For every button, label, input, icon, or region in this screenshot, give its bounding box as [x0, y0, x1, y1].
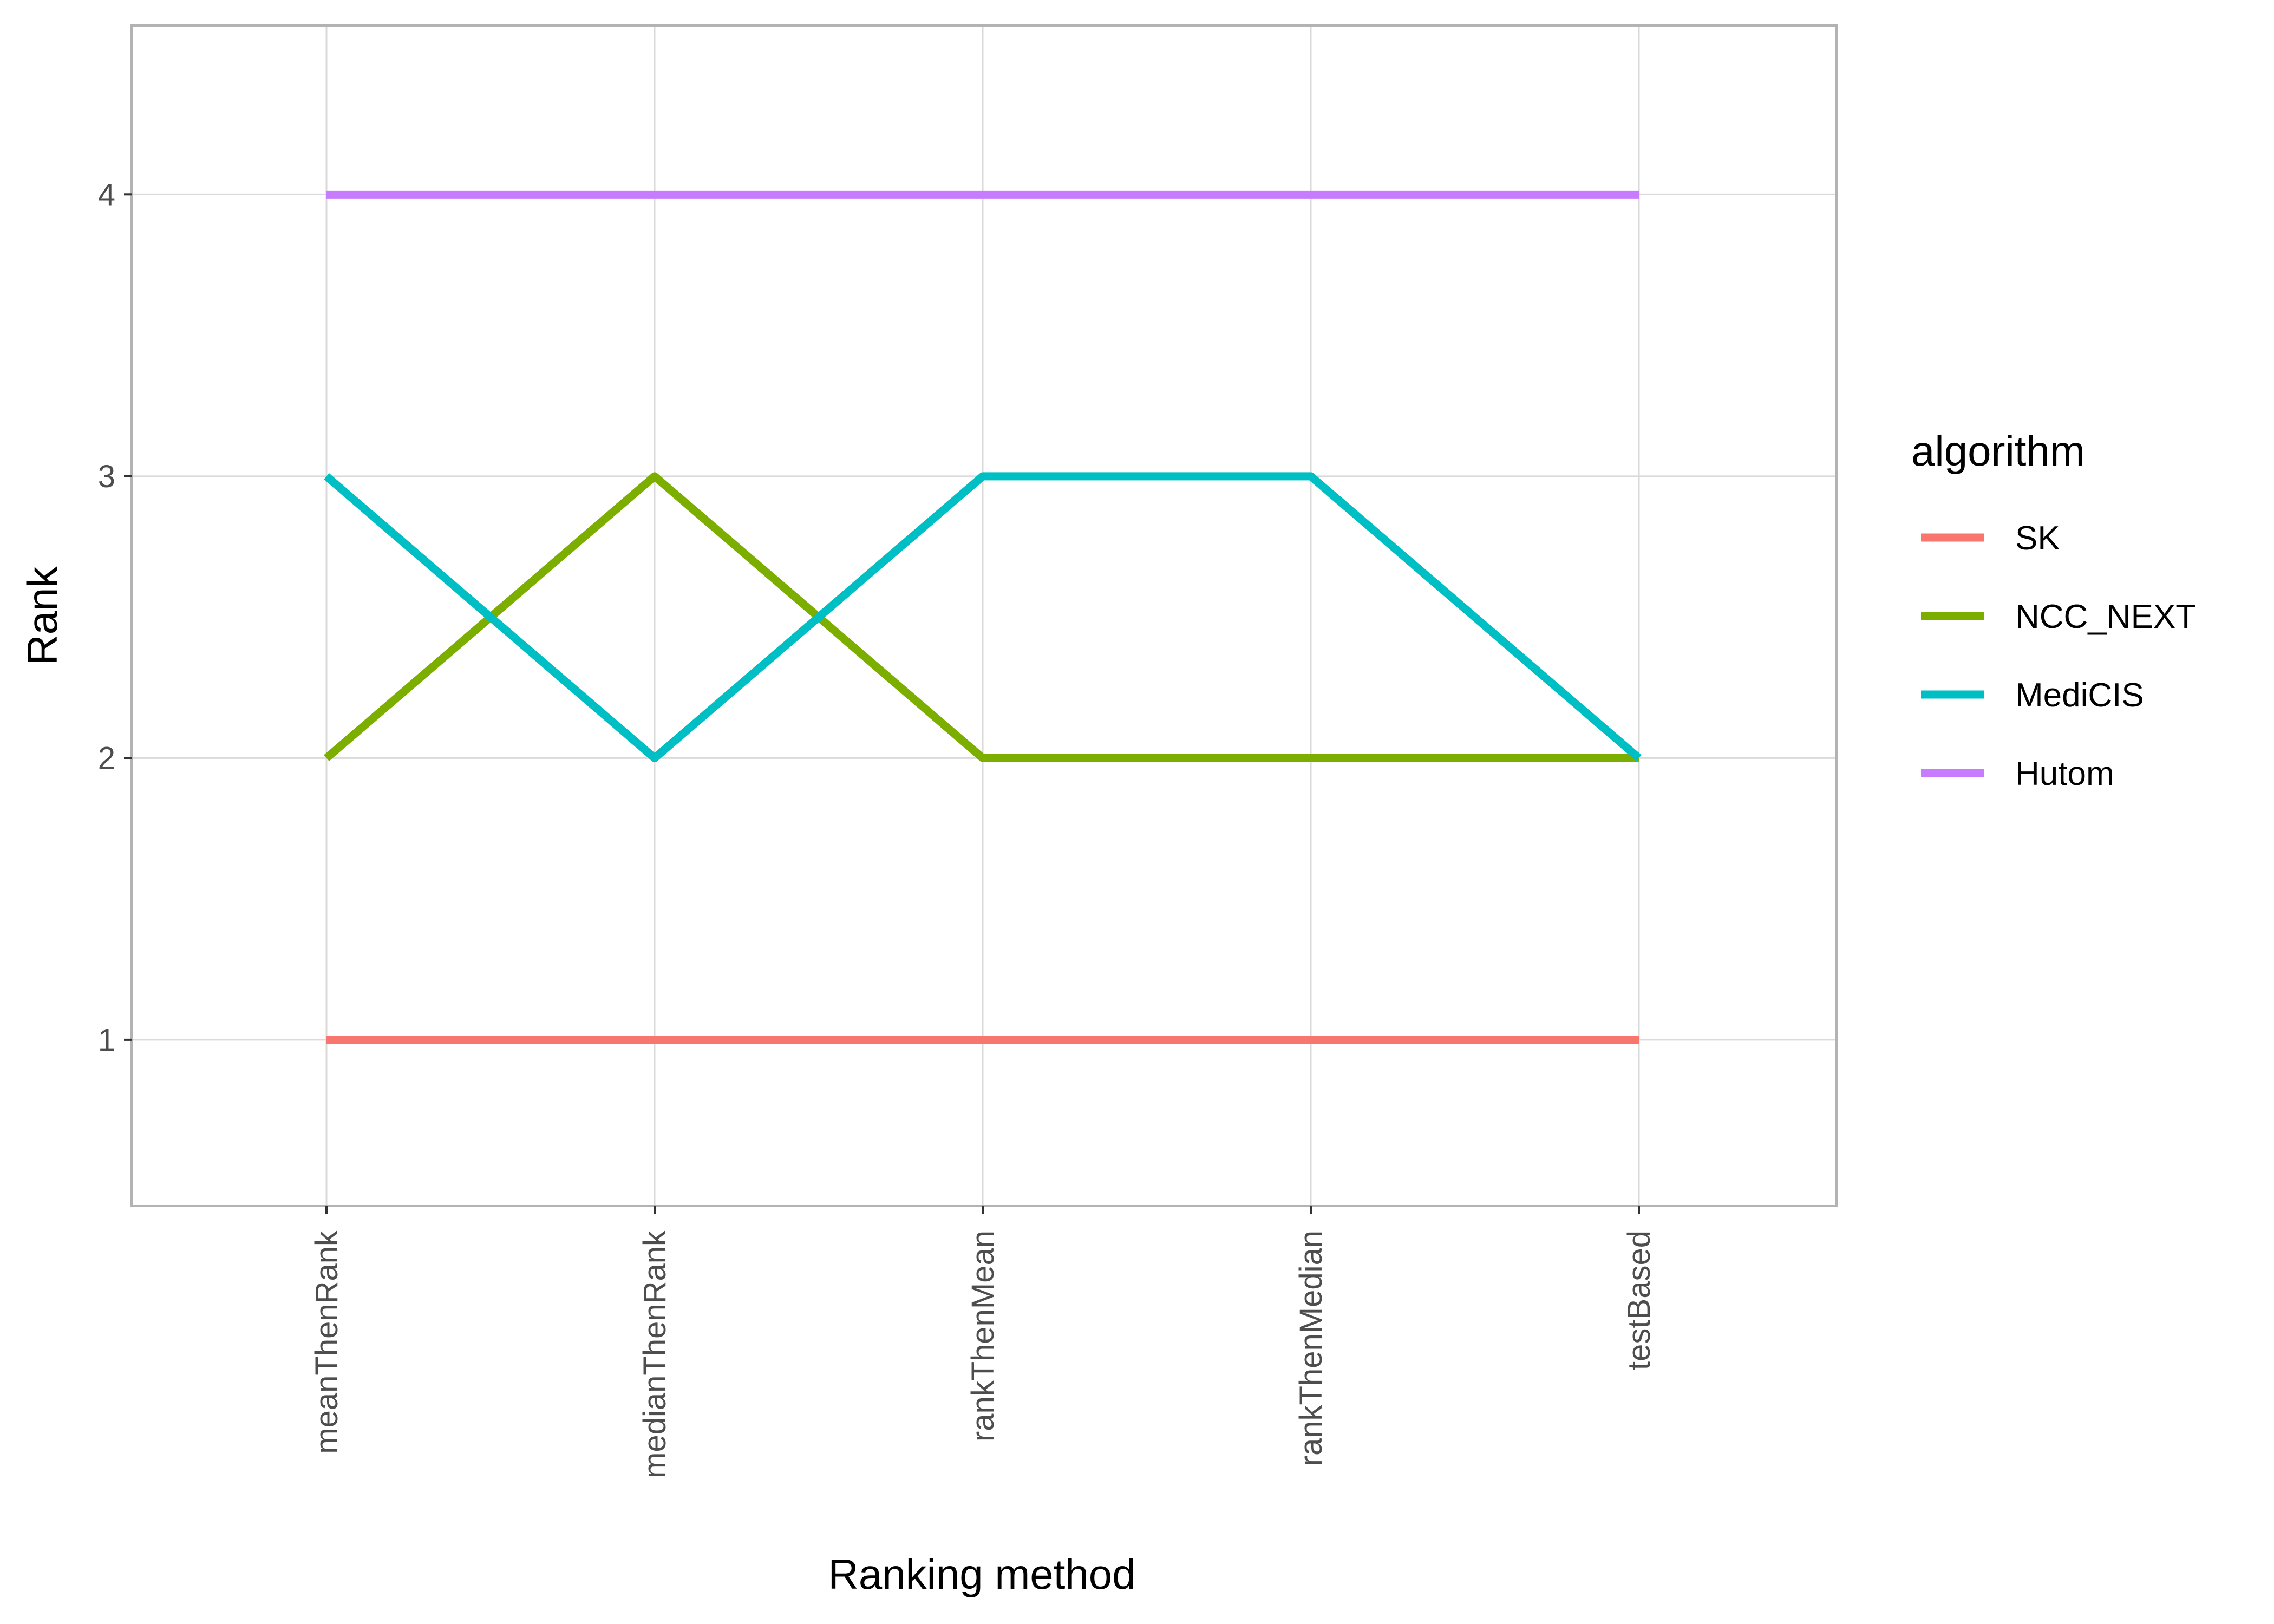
series-lines	[324, 190, 1642, 1044]
legend-label-hutom: Hutom	[2015, 755, 2114, 793]
y-axis-title: Rank	[18, 566, 66, 665]
x-axis-title: Ranking method	[828, 1550, 1135, 1598]
y-tick-label: 1	[98, 1023, 115, 1058]
legend: algorithm SK NCC_NEXT MediCIS Hutom	[1911, 427, 2196, 793]
grid-lines	[132, 25, 1837, 1206]
plot-panel-border	[130, 24, 1838, 1207]
y-tick-label: 4	[98, 177, 115, 212]
x-tick-label: rankThenMedian	[1293, 1230, 1329, 1466]
x-tick-label: medianThenRank	[637, 1230, 672, 1478]
series-line-ncc-next	[324, 472, 1639, 762]
series-line-medicis	[324, 472, 1642, 762]
y-tick-label: 2	[98, 741, 115, 776]
legend-label-medicis: MediCIS	[2015, 677, 2144, 714]
x-tick-label: meanThenRank	[309, 1230, 344, 1454]
legend-label-ncc-next: NCC_NEXT	[2015, 598, 2196, 636]
x-axis-ticks: meanThenRank medianThenRank rankThenMean ra…	[309, 1206, 1657, 1478]
legend-label-sk: SK	[2015, 520, 2060, 557]
x-tick-label: testBased	[1622, 1230, 1657, 1370]
y-axis-ticks: 1 2 3 4	[98, 177, 132, 1058]
y-tick-label: 3	[98, 459, 115, 494]
legend-items: SK NCC_NEXT MediCIS Hutom	[1921, 520, 2196, 793]
x-tick-label: rankThenMean	[965, 1230, 1001, 1442]
legend-title: algorithm	[1911, 427, 2085, 475]
